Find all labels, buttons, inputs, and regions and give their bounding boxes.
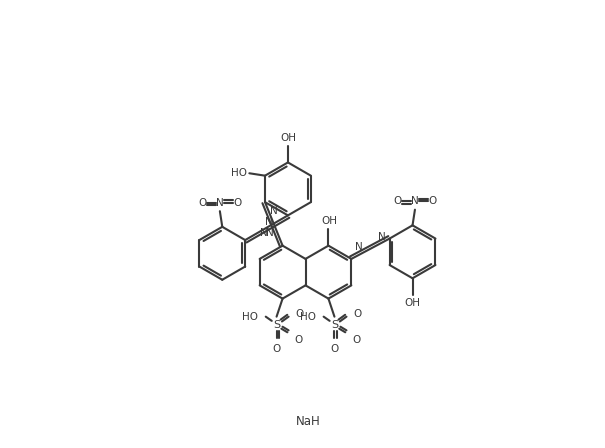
- Text: O: O: [353, 309, 361, 319]
- Text: O: O: [294, 335, 302, 345]
- Text: O: O: [428, 196, 437, 206]
- Text: O: O: [393, 196, 402, 206]
- Text: O: O: [295, 309, 304, 319]
- Text: OH: OH: [321, 216, 337, 226]
- Text: NaH: NaH: [296, 415, 321, 428]
- Text: OH: OH: [405, 298, 420, 308]
- Text: O: O: [330, 344, 339, 354]
- Text: OH: OH: [281, 133, 296, 143]
- Text: N: N: [266, 217, 273, 227]
- Text: N: N: [411, 196, 419, 206]
- Text: N: N: [260, 228, 267, 238]
- Text: N: N: [355, 242, 363, 252]
- Text: O: O: [352, 335, 360, 345]
- Text: N: N: [216, 198, 224, 208]
- Text: O: O: [272, 344, 281, 354]
- Text: O: O: [198, 198, 206, 208]
- Text: N: N: [378, 232, 386, 242]
- Text: HO: HO: [242, 312, 258, 322]
- Text: S: S: [273, 320, 280, 330]
- Text: HO: HO: [231, 168, 246, 178]
- Text: HO: HO: [300, 312, 316, 322]
- Text: N: N: [270, 206, 278, 216]
- Text: N: N: [266, 228, 274, 238]
- Text: O: O: [233, 198, 241, 208]
- Text: S: S: [331, 320, 338, 330]
